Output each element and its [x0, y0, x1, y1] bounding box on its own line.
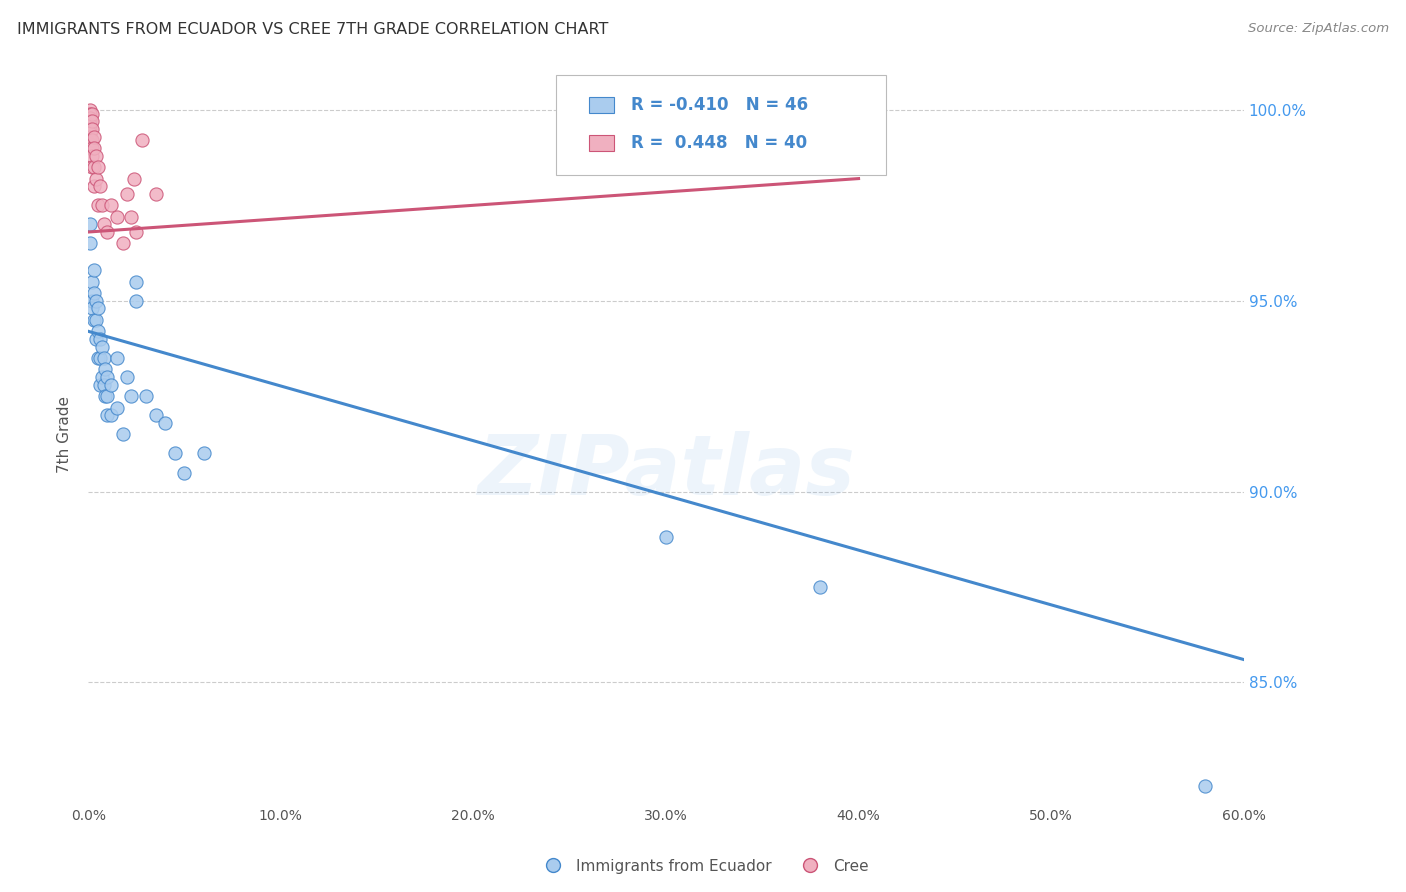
- Point: [80, 133, 103, 147]
- Point: [111, 427, 134, 442]
- Point: [100, 409, 122, 423]
- Point: [79, 106, 101, 120]
- Point: [83, 179, 105, 194]
- Point: [96, 370, 118, 384]
- Point: [655, 530, 678, 544]
- Point: [83, 160, 105, 174]
- Point: [100, 198, 122, 212]
- Point: [84, 171, 107, 186]
- Point: [89, 332, 111, 346]
- Point: [84, 332, 107, 346]
- Point: [79, 133, 101, 147]
- Point: [125, 225, 148, 239]
- Point: [90, 198, 112, 212]
- Point: [89, 351, 111, 365]
- Legend: Immigrants from Ecuador, Cree: Immigrants from Ecuador, Cree: [531, 853, 875, 880]
- Point: [96, 389, 118, 403]
- Point: [153, 416, 176, 430]
- Point: [120, 210, 142, 224]
- Point: [105, 210, 128, 224]
- Point: [100, 377, 122, 392]
- Point: [93, 377, 115, 392]
- Point: [93, 218, 115, 232]
- Point: [125, 275, 148, 289]
- Point: [80, 114, 103, 128]
- Point: [79, 126, 101, 140]
- Text: R = -0.410   N = 46: R = -0.410 N = 46: [631, 95, 808, 114]
- Point: [83, 286, 105, 301]
- Point: [124, 171, 146, 186]
- Point: [135, 389, 157, 403]
- Y-axis label: 7th Grade: 7th Grade: [58, 396, 72, 473]
- Point: [79, 118, 101, 132]
- Point: [173, 466, 195, 480]
- FancyBboxPatch shape: [589, 96, 614, 113]
- Point: [90, 370, 112, 384]
- Point: [87, 351, 110, 365]
- Point: [84, 293, 107, 308]
- Point: [105, 401, 128, 415]
- Point: [93, 351, 115, 365]
- Point: [79, 218, 101, 232]
- Point: [83, 141, 105, 155]
- Point: [87, 160, 110, 174]
- Point: [96, 225, 118, 239]
- Point: [80, 141, 103, 155]
- Point: [193, 446, 215, 460]
- Text: R =  0.448   N = 40: R = 0.448 N = 40: [631, 135, 807, 153]
- Point: [131, 133, 153, 147]
- Point: [79, 129, 101, 144]
- Point: [94, 362, 117, 376]
- Point: [79, 137, 101, 152]
- Point: [96, 409, 118, 423]
- Point: [80, 106, 103, 120]
- Point: [80, 275, 103, 289]
- Text: Source: ZipAtlas.com: Source: ZipAtlas.com: [1249, 22, 1389, 36]
- Point: [120, 389, 142, 403]
- Point: [80, 122, 103, 136]
- Point: [79, 141, 101, 155]
- Point: [145, 409, 167, 423]
- FancyBboxPatch shape: [557, 75, 886, 175]
- Point: [655, 129, 678, 144]
- Point: [89, 179, 111, 194]
- Point: [83, 129, 105, 144]
- Point: [87, 198, 110, 212]
- Point: [808, 580, 831, 594]
- Text: IMMIGRANTS FROM ECUADOR VS CREE 7TH GRADE CORRELATION CHART: IMMIGRANTS FROM ECUADOR VS CREE 7TH GRAD…: [17, 22, 609, 37]
- Point: [125, 293, 148, 308]
- Point: [145, 186, 167, 201]
- Point: [87, 301, 110, 316]
- Point: [83, 313, 105, 327]
- Point: [79, 114, 101, 128]
- Point: [80, 301, 103, 316]
- Point: [105, 351, 128, 365]
- Point: [79, 111, 101, 125]
- Point: [94, 389, 117, 403]
- Point: [87, 324, 110, 338]
- Point: [79, 122, 101, 136]
- Point: [79, 236, 101, 251]
- FancyBboxPatch shape: [589, 136, 614, 152]
- Point: [80, 160, 103, 174]
- Point: [111, 236, 134, 251]
- Point: [80, 293, 103, 308]
- Point: [1194, 779, 1216, 793]
- Point: [79, 103, 101, 117]
- Text: ZIPatlas: ZIPatlas: [477, 431, 855, 512]
- Point: [115, 186, 138, 201]
- Point: [83, 263, 105, 277]
- Point: [84, 149, 107, 163]
- Point: [163, 446, 186, 460]
- Point: [84, 313, 107, 327]
- Point: [90, 339, 112, 353]
- Point: [115, 370, 138, 384]
- Point: [89, 377, 111, 392]
- Point: [80, 149, 103, 163]
